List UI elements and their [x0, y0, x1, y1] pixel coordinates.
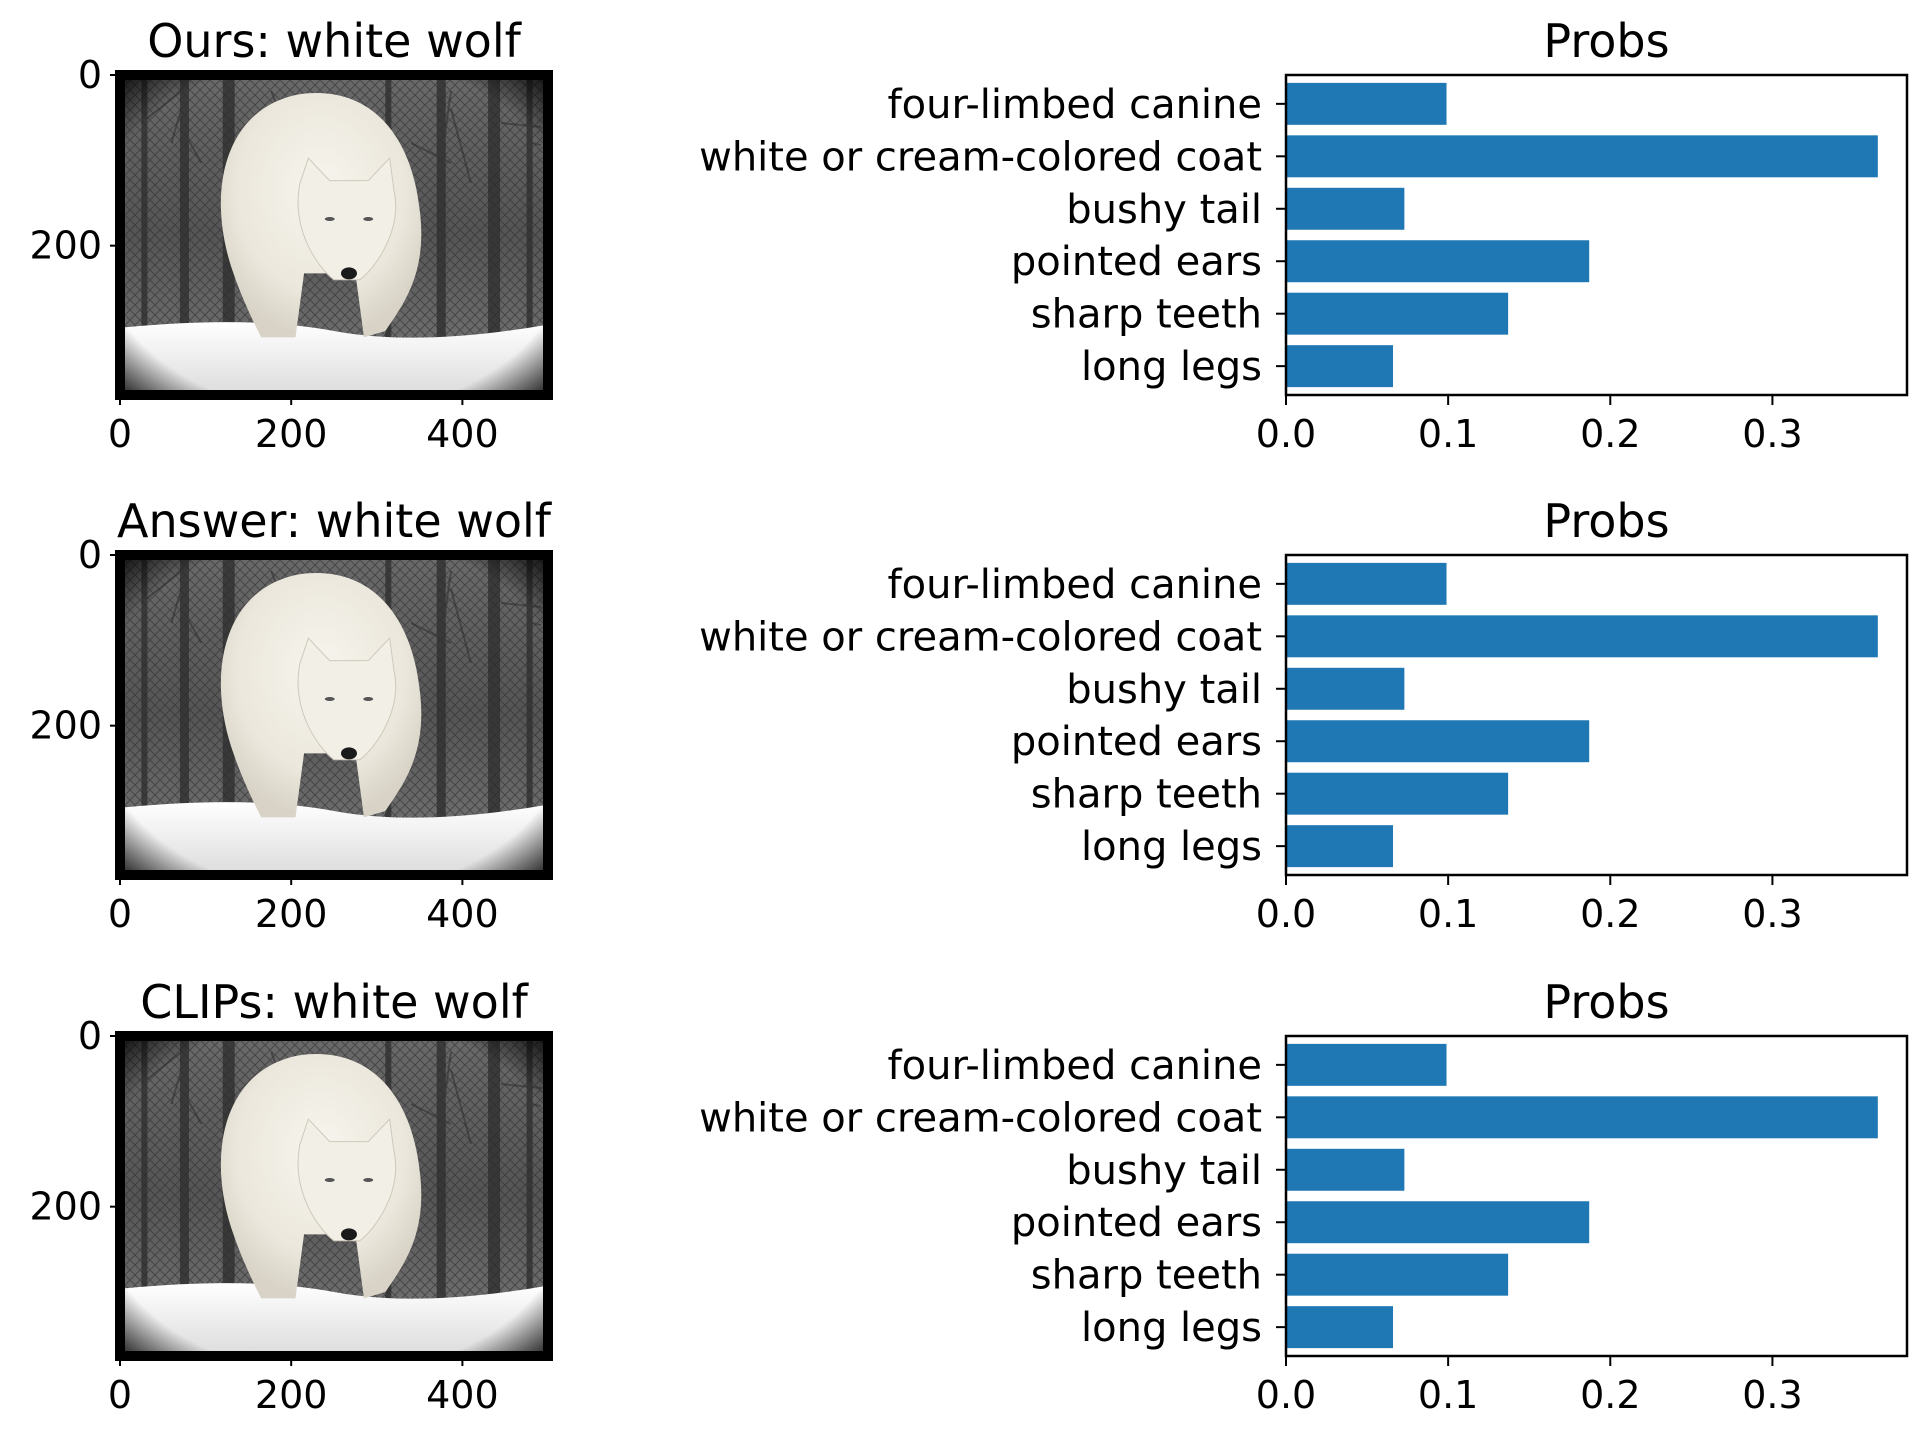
plot-frame [1284, 553, 1909, 877]
category-label: four-limbed canine [888, 562, 1262, 608]
image-panel: Ours: white wolf 0 200 400 0 200 [29, 14, 553, 456]
x-tick-label: 400 [426, 892, 499, 936]
bar [1286, 135, 1878, 178]
bar [1286, 1201, 1590, 1244]
plot-frame [1284, 73, 1909, 397]
category-label: sharp teeth [1031, 1253, 1262, 1299]
y-tick-label: 200 [29, 1185, 102, 1229]
category-label: pointed ears [1011, 719, 1262, 765]
x-tick-label: 0.1 [1418, 892, 1478, 936]
x-tick-label: 0.2 [1580, 412, 1640, 456]
category-label: bushy tail [1066, 667, 1262, 713]
bar [1286, 615, 1878, 658]
chart-title: Probs [1543, 494, 1669, 548]
bar [1286, 292, 1509, 335]
plot-frame [1284, 1034, 1909, 1358]
category-label: bushy tail [1066, 1148, 1262, 1194]
x-tick-label: 0 [108, 412, 132, 456]
category-label: long legs [1081, 824, 1262, 870]
bar [1286, 562, 1447, 605]
x-tick-label: 0.0 [1256, 412, 1316, 456]
x-tick-label: 0.3 [1742, 892, 1802, 936]
x-tick-label: 0.3 [1742, 1373, 1802, 1417]
x-tick-label: 400 [426, 412, 499, 456]
category-label: four-limbed canine [888, 82, 1262, 128]
x-tick-label: 0.0 [1256, 892, 1316, 936]
bar [1286, 345, 1394, 388]
image-panel-title: Answer: white wolf [117, 494, 553, 548]
bar [1286, 240, 1590, 283]
image-panel: CLIPs: white wolf 0 200 400 0 200 [29, 975, 553, 1417]
image-panel-title: CLIPs: white wolf [140, 975, 529, 1029]
x-tick-label: 0.1 [1418, 412, 1478, 456]
y-tick-label: 0 [78, 533, 102, 577]
x-tick-label: 200 [255, 892, 328, 936]
bar [1286, 1306, 1394, 1349]
category-label: white or cream-colored coat [699, 134, 1262, 180]
bar [1286, 667, 1405, 710]
chart-title: Probs [1543, 975, 1669, 1029]
x-tick-label: 0 [108, 1373, 132, 1417]
category-label: pointed ears [1011, 239, 1262, 285]
category-label: pointed ears [1011, 1200, 1262, 1246]
category-label: sharp teeth [1031, 772, 1262, 818]
bar [1286, 187, 1405, 230]
image-panel: Answer: white wolf 0 200 400 0 200 [29, 494, 553, 936]
bar [1286, 1096, 1878, 1139]
x-tick-label: 0 [108, 892, 132, 936]
category-label: long legs [1081, 1305, 1262, 1351]
x-tick-label: 400 [426, 1373, 499, 1417]
bar [1286, 1148, 1405, 1191]
y-tick-label: 200 [29, 704, 102, 748]
bar [1286, 82, 1447, 125]
category-label: sharp teeth [1031, 292, 1262, 338]
y-tick-label: 200 [29, 224, 102, 268]
category-label: long legs [1081, 344, 1262, 390]
x-tick-label: 0.2 [1580, 1373, 1640, 1417]
y-tick-label: 0 [78, 1014, 102, 1058]
x-tick-label: 200 [255, 1373, 328, 1417]
wolf-photo [115, 1031, 553, 1361]
x-tick-label: 0.1 [1418, 1373, 1478, 1417]
wolf-photo [115, 70, 553, 400]
bar [1286, 772, 1509, 815]
y-tick-label: 0 [78, 53, 102, 97]
bar [1286, 1043, 1447, 1086]
x-tick-label: 0.2 [1580, 892, 1640, 936]
x-tick-label: 0.3 [1742, 412, 1802, 456]
wolf-photo [115, 550, 553, 880]
x-tick-label: 200 [255, 412, 328, 456]
category-label: bushy tail [1066, 187, 1262, 233]
bar [1286, 720, 1590, 763]
bar-chart: Probs four-limbed canine white or cream-co… [699, 975, 1909, 1417]
bar-chart: Probs four-limbed canine white or cream-co… [699, 14, 1909, 456]
category-label: white or cream-colored coat [699, 614, 1262, 660]
chart-title: Probs [1543, 14, 1669, 68]
category-label: white or cream-colored coat [699, 1095, 1262, 1141]
category-label: four-limbed canine [888, 1043, 1262, 1089]
bar [1286, 825, 1394, 868]
image-panel-title: Ours: white wolf [147, 14, 522, 68]
x-tick-label: 0.0 [1256, 1373, 1316, 1417]
bar [1286, 1253, 1509, 1296]
bar-chart: Probs four-limbed canine white or cream-co… [699, 494, 1909, 936]
